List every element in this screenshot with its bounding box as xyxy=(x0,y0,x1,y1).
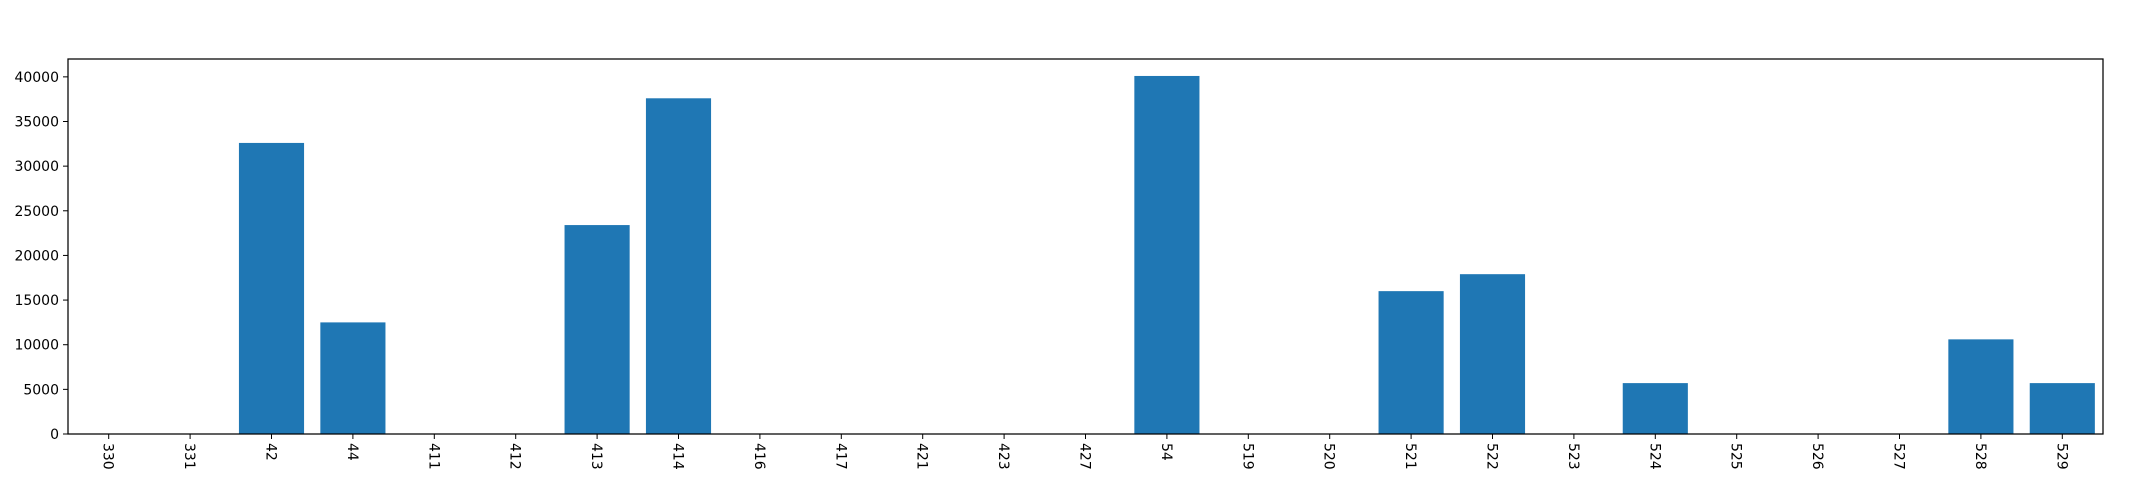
x-tick-label-330: 330 xyxy=(100,443,116,470)
x-tick-label-528: 528 xyxy=(1972,443,1988,470)
x-tick-label-416: 416 xyxy=(751,443,767,470)
y-tick-label: 25000 xyxy=(14,204,59,220)
x-axis: 330 331 42 44 411 412 413 414 416 417 421 423 427 54 5… xyxy=(100,434,2069,470)
bar-528 xyxy=(1948,339,2014,434)
x-tick-label-54: 54 xyxy=(1158,443,1174,461)
bar-414 xyxy=(645,98,712,434)
y-tick-label: 0 xyxy=(50,427,59,443)
bar-42 xyxy=(238,142,305,434)
x-tick-label-519: 519 xyxy=(1239,443,1255,470)
bar-529 xyxy=(2029,383,2095,434)
x-tick-label-526: 526 xyxy=(1809,443,1825,470)
x-tick-label-529: 529 xyxy=(2053,443,2069,470)
y-tick-label: 5000 xyxy=(23,382,59,398)
bar-413 xyxy=(564,225,630,434)
y-tick-label: 15000 xyxy=(14,293,59,309)
y-tick-label: 35000 xyxy=(14,115,59,131)
y-tick-label: 40000 xyxy=(14,70,59,86)
bar-44 xyxy=(320,322,386,434)
x-tick-label-523: 523 xyxy=(1565,443,1581,470)
bar-524 xyxy=(1622,383,1688,434)
x-tick-label-42: 42 xyxy=(263,443,279,461)
y-tick-label: 30000 xyxy=(14,159,59,175)
x-tick-label-44: 44 xyxy=(344,443,360,461)
x-tick-label-413: 413 xyxy=(588,443,604,470)
bar-521 xyxy=(1378,291,1444,434)
x-tick-label-427: 427 xyxy=(1077,443,1093,470)
y-tick-label: 20000 xyxy=(14,248,59,264)
y-axis: 0 5000 10000 15000 20000 25000 30000 35000 40000 xyxy=(14,70,68,443)
y-tick-label: 10000 xyxy=(14,338,59,354)
x-tick-label-520: 520 xyxy=(1321,443,1337,470)
x-tick-label-423: 423 xyxy=(995,443,1011,470)
bar-54 xyxy=(1134,75,1200,435)
x-tick-label-421: 421 xyxy=(914,443,930,470)
x-tick-label-522: 522 xyxy=(1484,443,1500,470)
x-tick-label-527: 527 xyxy=(1891,443,1907,470)
x-tick-label-414: 414 xyxy=(670,443,686,470)
plot-frame xyxy=(67,58,2104,435)
x-tick-label-525: 525 xyxy=(1728,443,1744,470)
x-tick-label-412: 412 xyxy=(507,443,523,470)
x-tick-label-417: 417 xyxy=(832,443,848,470)
x-tick-label-331: 331 xyxy=(181,443,197,470)
bar-522 xyxy=(1459,274,1526,434)
x-tick-label-521: 521 xyxy=(1402,443,1418,470)
x-tick-label-524: 524 xyxy=(1646,443,1662,470)
x-tick-label-411: 411 xyxy=(425,443,441,470)
bars-layer xyxy=(238,75,2095,435)
